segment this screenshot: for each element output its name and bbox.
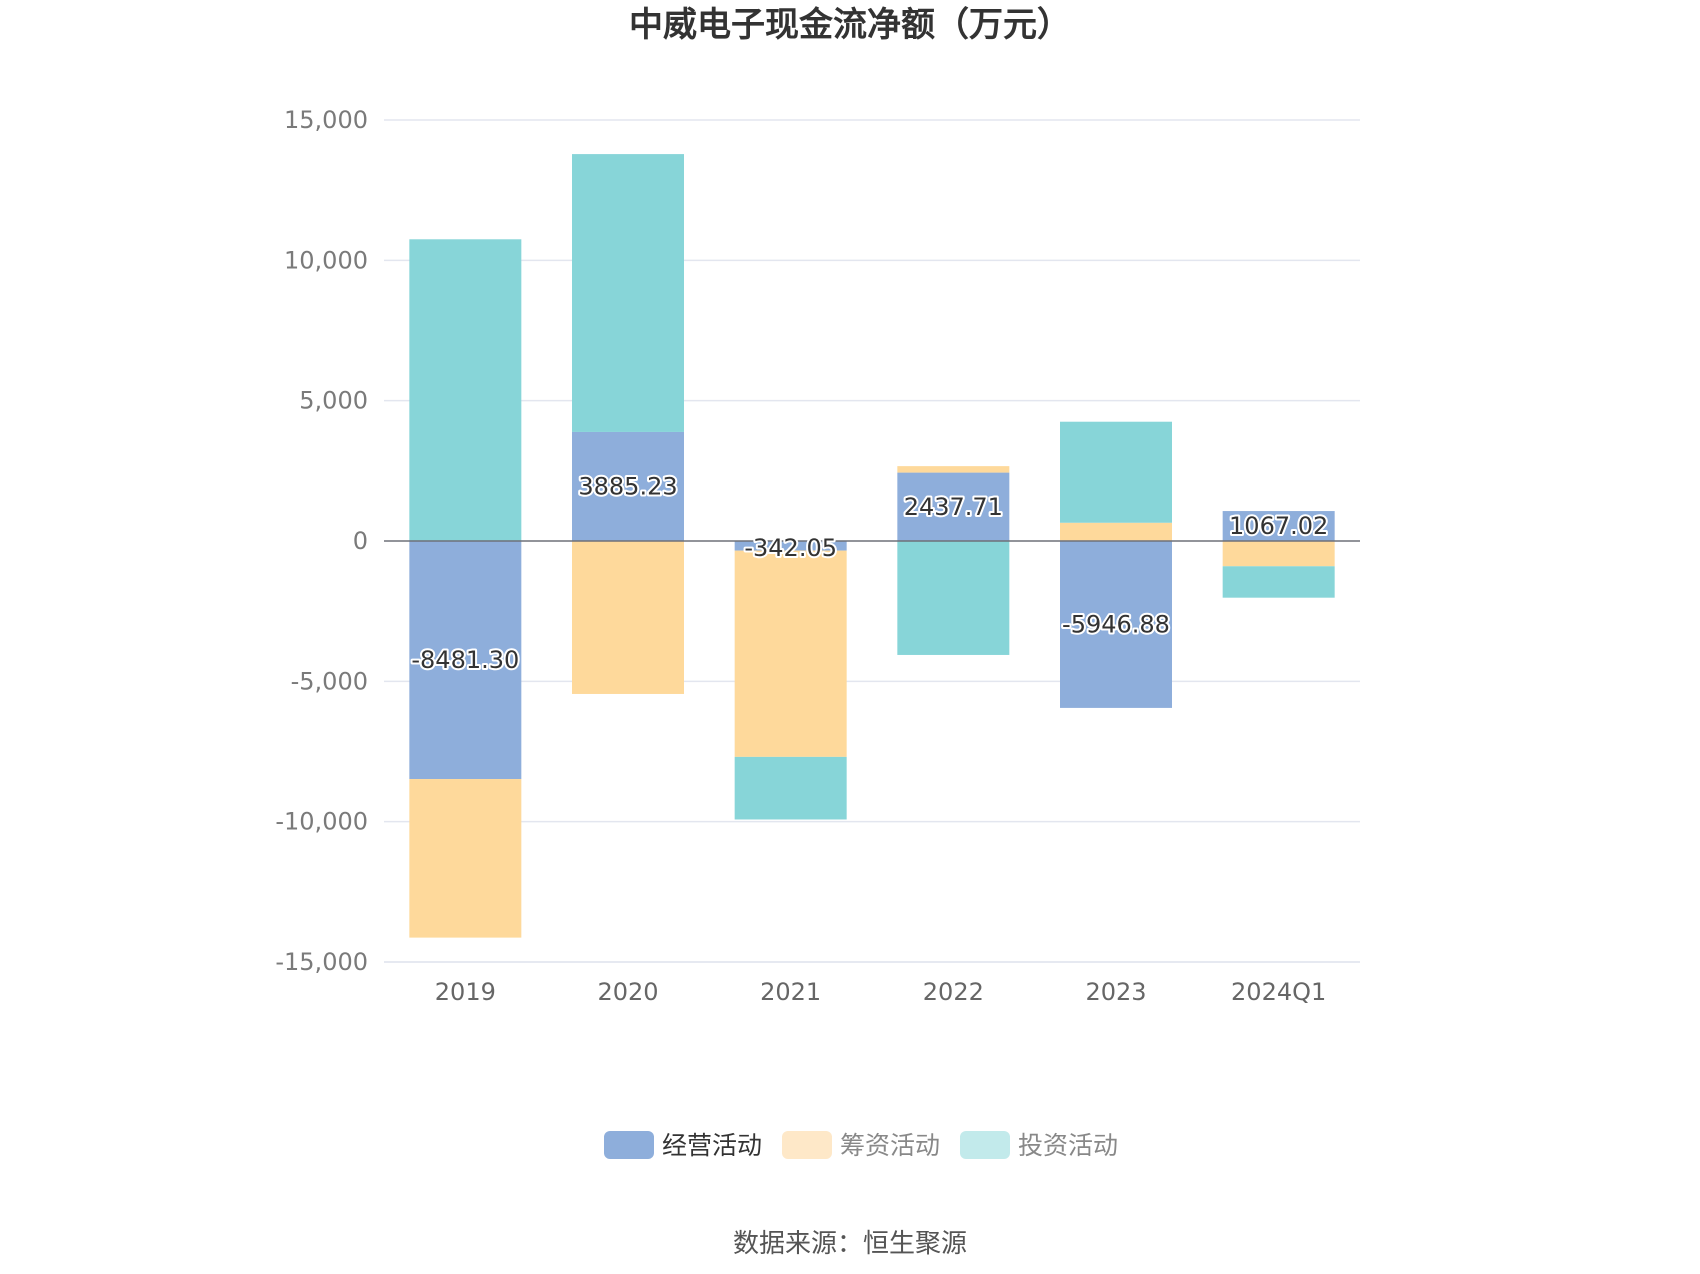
bar-投资活动-2022: [897, 541, 1010, 655]
bar-筹资活动-2021: [734, 550, 847, 757]
x-tick-label: 2020: [597, 978, 658, 1006]
y-tick-label: -10,000: [275, 808, 368, 836]
zero-line: [384, 540, 1360, 963]
data-label: -5946.88: [1062, 610, 1170, 638]
legend-label[interactable]: 经营活动: [662, 1131, 762, 1160]
x-tick-label: 2021: [760, 978, 821, 1006]
source-note: 数据来源：恒生聚源: [733, 1229, 967, 1259]
x-tick-label: 2023: [1085, 978, 1146, 1006]
bar-筹资活动-2019: [409, 779, 522, 938]
data-label: 3885.23: [578, 472, 677, 500]
data-label: 1067.02: [1229, 512, 1328, 540]
bar-经营活动-2020: [572, 431, 684, 541]
bar-筹资活动-2020: [572, 541, 684, 694]
data-label: -8481.30: [411, 646, 519, 674]
data-labels: -8481.30 3885.23 -342.05 2437.71 -5946.88 106…: [409, 470, 1330, 676]
bar-投资活动-2023: [1060, 421, 1172, 523]
bars: [409, 154, 1335, 938]
y-tick-label: -15,000: [275, 948, 368, 976]
bar-经营活动-2024Q1: [1222, 511, 1335, 541]
y-tick-label: 0: [353, 527, 368, 555]
y-tick-label: 10,000: [284, 246, 368, 274]
legend-label[interactable]: 筹资活动: [840, 1131, 940, 1160]
y-tick-label: 5,000: [299, 387, 368, 415]
legend: 经营活动 筹资活动 投资活动: [604, 1131, 1118, 1160]
bar-筹资活动-2024Q1: [1222, 541, 1335, 567]
x-tick-label: 2022: [923, 978, 984, 1006]
data-label: -342.05: [744, 534, 837, 562]
data-label: 2437.71: [904, 493, 1003, 521]
legend-swatch[interactable]: [782, 1131, 832, 1159]
y-tick-label: 15,000: [284, 106, 368, 134]
bar-投资活动-2024Q1: [1222, 566, 1335, 598]
chart-title: 中威电子现金流净额（万元）: [629, 5, 1071, 45]
x-axis: 2019 2020 2021 2022 2023 2024Q1: [435, 978, 1326, 1006]
legend-label[interactable]: 投资活动: [1018, 1131, 1118, 1160]
bar-筹资活动-2022: [897, 466, 1010, 473]
bar-投资活动-2019: [409, 239, 522, 542]
bar-投资活动-2020: [572, 154, 684, 432]
bar-经营活动-2023: [1060, 541, 1172, 708]
bar-筹资活动-2023: [1060, 522, 1172, 541]
x-tick-label: 2024Q1: [1231, 978, 1326, 1006]
bar-投资活动-2021: [734, 756, 847, 820]
bar-经营活动-2022: [897, 472, 1010, 541]
bar-经营活动-2021: [734, 541, 847, 551]
x-tick-label: 2019: [435, 978, 496, 1006]
bar-经营活动-2019: [409, 541, 522, 780]
y-tick-label: -5,000: [291, 667, 368, 695]
legend-swatch[interactable]: [960, 1131, 1010, 1159]
y-axis: 15,000 10,000 5,000 0 -5,000 -10,000 -15,000: [275, 106, 368, 976]
legend-swatch[interactable]: [604, 1131, 654, 1159]
